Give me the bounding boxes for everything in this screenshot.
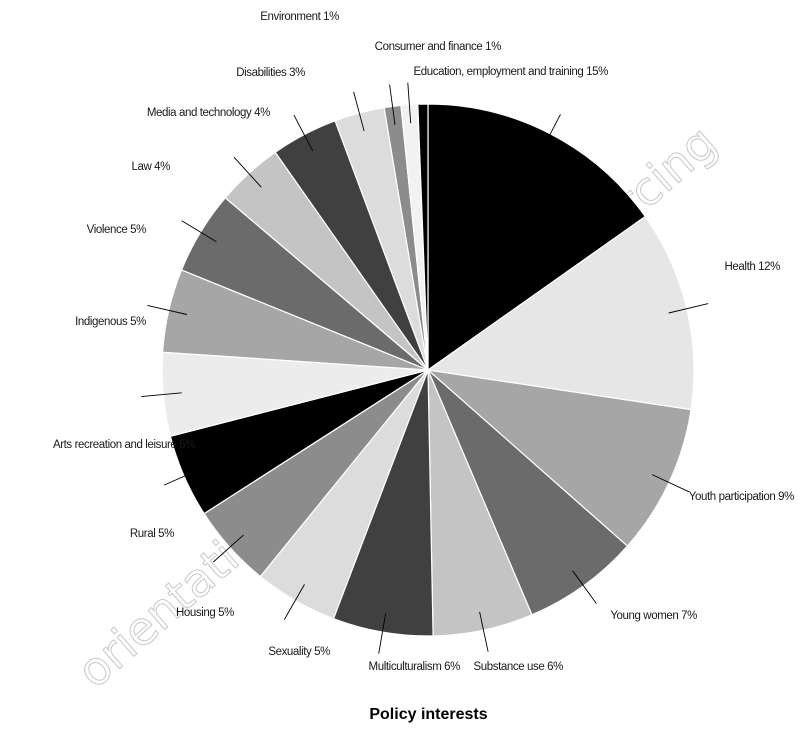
pie-slice-label: Youth participation 9% — [689, 491, 794, 503]
pie-leader-line — [147, 304, 188, 315]
pie-slice-label: Consumer and finance 1% — [375, 41, 501, 53]
pie-leader-line — [353, 91, 365, 132]
pie-leader-line — [141, 392, 182, 398]
pie-slice-label: Multiculturalism 6% — [369, 661, 461, 673]
pie-leader-line — [293, 114, 314, 152]
pie-leader-line — [652, 474, 690, 493]
pie-slice-label: Health 12% — [725, 261, 781, 273]
pie-leader-line — [668, 303, 709, 314]
pie-leader-line — [213, 534, 244, 563]
pie-leader-line — [163, 468, 202, 486]
pie-leader-line — [541, 114, 561, 151]
pie-slice-label: Violence 5% — [87, 224, 146, 236]
pie-leader-line — [389, 84, 396, 125]
pie-leader-line — [407, 82, 412, 124]
pie-slice-label: Indigenous 5% — [75, 316, 146, 328]
pie-slice-label: Arts recreation and leisure 5% — [53, 439, 195, 451]
pie-slice-label: Law 4% — [131, 161, 170, 173]
chart-title: Policy interests — [369, 706, 488, 723]
pie-leader-line — [479, 611, 489, 652]
pie-slice-label: Rural 5% — [130, 528, 174, 540]
pie-leader-line — [181, 220, 217, 243]
pie-slice-label: Environment 1% — [260, 11, 339, 23]
pie-slice-label: Substance use 6% — [474, 661, 564, 673]
pie-slices — [161, 103, 695, 637]
pie-labels: Education, employment and training 15% He… — [53, 11, 795, 673]
pie-slice-label: Education, employment and training 15% — [414, 66, 609, 78]
pie-leader-line — [572, 570, 597, 604]
pie-slice-label: Young women 7% — [610, 610, 697, 622]
pie-slice-label: Disabilities 3% — [236, 67, 305, 79]
pie-slice — [417, 103, 429, 371]
pie-slice-label: Sexuality 5% — [268, 646, 330, 658]
pie-slice-label: Media and technology 4% — [147, 107, 270, 119]
pie-leader-line — [283, 584, 305, 620]
pie-slice-label: Housing 5% — [176, 607, 234, 619]
pie-leader-line — [378, 613, 387, 654]
pie-leader-line — [233, 156, 262, 188]
